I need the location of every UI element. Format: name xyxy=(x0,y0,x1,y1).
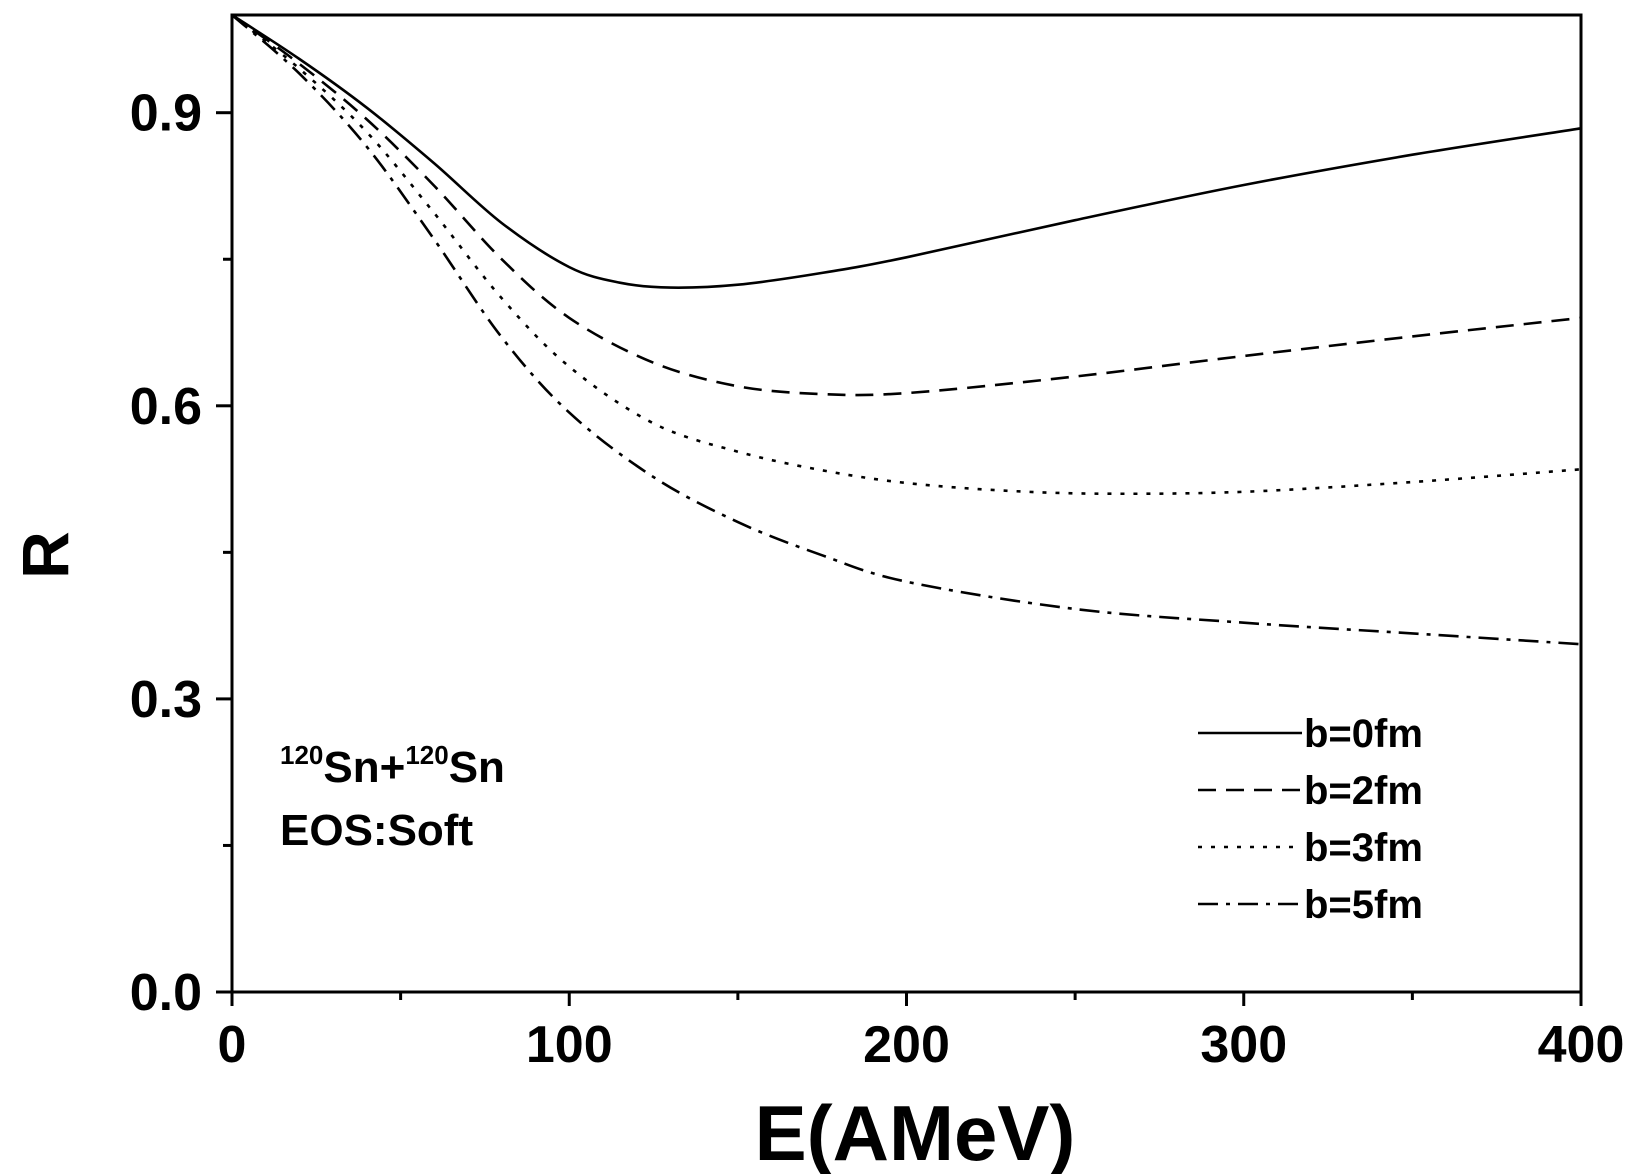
axis-ticks: 0 100 200 300 400 0.0 0.3 0.6 0.9 xyxy=(130,85,1625,1074)
series-line-b=0fm xyxy=(231,13,1582,289)
x-tick-label: 300 xyxy=(1200,1016,1287,1074)
reaction-mass-1: 120 xyxy=(280,740,323,770)
series-line-b=2fm xyxy=(231,13,1582,397)
series-lines xyxy=(231,13,1582,646)
legend-label-b=3fm: b=3fm xyxy=(1304,826,1423,870)
y-tick-label: 0.6 xyxy=(130,378,202,436)
svg-text:120Sn+120Sn: 120Sn+120Sn xyxy=(280,740,505,792)
reaction-nucleus-2: Sn xyxy=(449,743,505,792)
reaction-annotation: 120Sn+120Sn EOS:Soft xyxy=(280,740,505,855)
x-tick-label: 400 xyxy=(1538,1016,1625,1074)
x-tick-label: 200 xyxy=(863,1016,950,1074)
reaction-nucleus-1: Sn+ xyxy=(323,743,405,792)
x-axis-title: E(AMeV) xyxy=(755,1089,1076,1174)
series-line-b=5fm xyxy=(231,14,1582,646)
y-tick-label: 0.9 xyxy=(130,85,202,143)
series-line-b=3fm xyxy=(231,13,1582,496)
x-tick-label: 0 xyxy=(218,1016,247,1074)
y-axis-title: R xyxy=(8,531,82,579)
eos-label: EOS:Soft xyxy=(280,806,473,855)
legend-label-b=0fm: b=0fm xyxy=(1304,712,1423,756)
legend-label-b=5fm: b=5fm xyxy=(1304,883,1423,927)
legend: b=0fm b=2fm b=3fm b=5fm xyxy=(1198,712,1423,927)
y-tick-label: 0.3 xyxy=(130,671,202,729)
reaction-mass-2: 120 xyxy=(405,740,448,770)
y-tick-label: 0.0 xyxy=(130,964,202,1022)
x-tick-label: 100 xyxy=(526,1016,613,1074)
legend-label-b=2fm: b=2fm xyxy=(1304,769,1423,813)
